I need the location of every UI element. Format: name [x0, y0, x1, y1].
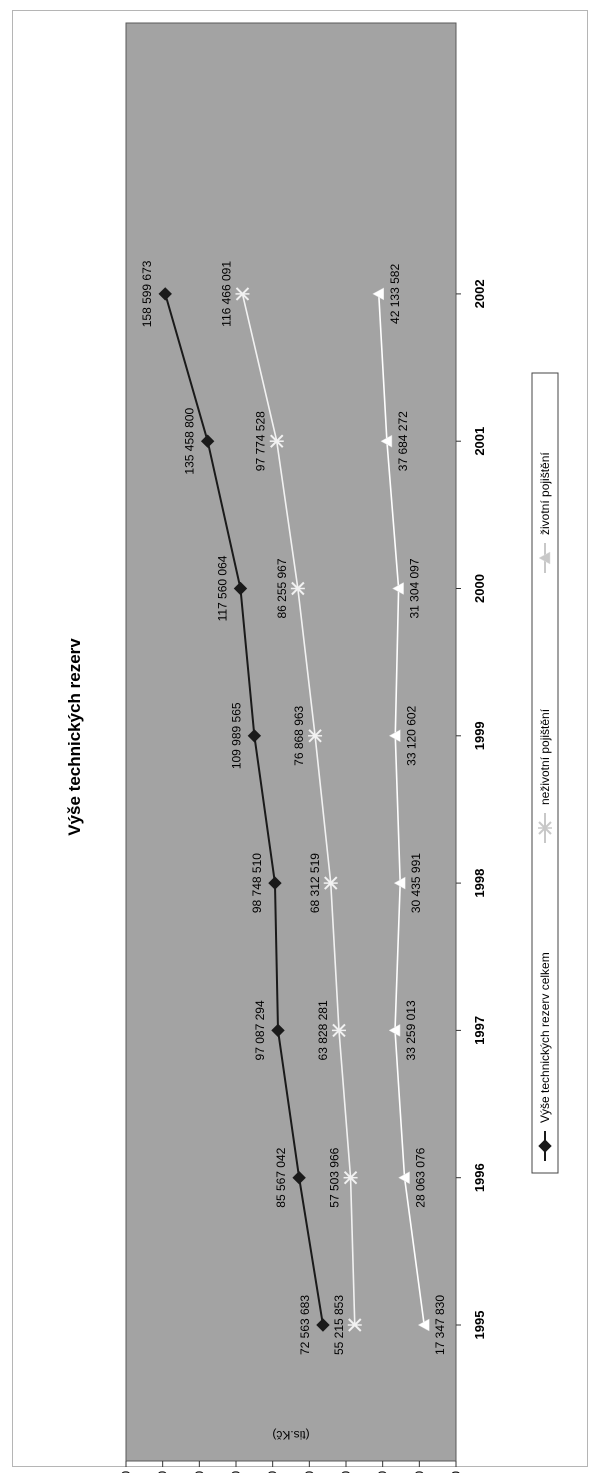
- series-line: [377, 293, 425, 1326]
- data-point: [398, 1171, 410, 1185]
- data-label: 85 567 042: [274, 1147, 288, 1207]
- y-tick-label: 100 000 000: [266, 1471, 280, 1473]
- data-label: 28 063 076: [414, 1147, 428, 1207]
- y-tick-label: 60 000 000: [339, 1471, 353, 1473]
- data-point: [268, 876, 282, 890]
- data-label: 37 684 272: [396, 411, 410, 471]
- y-tick-label: 80 000 000: [302, 1471, 316, 1473]
- data-point: [247, 729, 262, 743]
- y-tick-label: 120 000 000: [229, 1471, 243, 1473]
- data-point: [316, 1318, 330, 1332]
- series-2: 55 215 853 57 503 966 63 828 281 68 312 519…: [219, 261, 362, 1355]
- x-tick-label: 2000: [472, 574, 487, 603]
- series-3: 17 347 830 28 063 076 33 259 013 30 435 991…: [372, 264, 447, 1355]
- data-label: 76 868 963: [292, 705, 306, 765]
- legend: Výše technických rezerv celkem neživotní …: [531, 372, 559, 1174]
- data-label: 31 304 097: [408, 558, 422, 618]
- legend-label: neživotní pojištění: [538, 708, 552, 805]
- data-point: [380, 434, 393, 448]
- data-point: [393, 876, 406, 890]
- data-point: [343, 1170, 358, 1185]
- x-axis-ticks: 1995 1996 1997 1998 1999 2000 2001 2002: [456, 279, 487, 1339]
- data-point: [392, 582, 404, 595]
- data-point: [388, 1023, 401, 1037]
- rotated-chart-group: Výše technických rezerv (tis.Kč) 0 20 000…: [65, 22, 559, 1473]
- data-point: [292, 1170, 306, 1185]
- x-tick-label: 2001: [472, 427, 487, 456]
- data-point: [158, 287, 172, 301]
- y-axis-label: (tis.Kč): [272, 1428, 309, 1442]
- legend-swatch-marker: [538, 551, 551, 565]
- data-point: [308, 729, 323, 743]
- legend-label: životní pojištění: [538, 452, 552, 535]
- data-point: [269, 434, 284, 448]
- data-label: 72 563 683: [298, 1295, 312, 1355]
- data-label: 109 989 565: [229, 702, 243, 769]
- data-point: [233, 581, 248, 596]
- y-tick-label: 0: [449, 1471, 463, 1473]
- data-label: 63 828 281: [316, 1000, 330, 1060]
- legend-swatch-marker: [538, 821, 552, 835]
- data-label: 42 133 582: [388, 264, 402, 324]
- data-point: [271, 1023, 285, 1038]
- data-label: 158 599 673: [140, 260, 154, 327]
- data-point: [372, 287, 385, 301]
- series-line: [241, 293, 356, 1326]
- data-label: 97 774 528: [254, 411, 268, 471]
- data-point: [323, 876, 338, 890]
- series-line: [164, 293, 324, 1326]
- data-point: [388, 729, 401, 743]
- data-label: 30 435 991: [409, 853, 423, 913]
- data-label: 55 215 853: [332, 1295, 346, 1355]
- data-label: 33 120 602: [404, 705, 418, 765]
- x-tick-label: 1998: [472, 869, 487, 898]
- data-point: [200, 434, 215, 448]
- data-label: 57 503 966: [328, 1147, 342, 1207]
- data-label: 33 259 013: [404, 1000, 418, 1060]
- x-tick-label: 1997: [472, 1016, 487, 1045]
- data-point: [290, 581, 305, 596]
- data-point: [347, 1318, 362, 1332]
- y-tick-label: 40 000 000: [376, 1471, 390, 1473]
- chart-title: Výše technických rezerv: [65, 638, 84, 836]
- x-tick-label: 1999: [472, 721, 487, 750]
- y-tick-label: 180 000 000: [119, 1471, 133, 1473]
- data-label: 98 748 510: [250, 853, 264, 913]
- y-tick-label: 20 000 000: [412, 1471, 426, 1473]
- data-point: [331, 1023, 346, 1038]
- data-label: 68 312 519: [308, 853, 322, 913]
- data-label: 17 347 830: [433, 1295, 447, 1355]
- plot-area: [125, 22, 457, 1462]
- y-axis-ticks: 0 20 000 000 40 000 000 60 000 000 80 000 00…: [119, 1461, 463, 1473]
- series-1: 72 563 683 85 567 042 97 087 294 98 748 510…: [140, 260, 330, 1355]
- legend-label: Výše technických rezerv celkem: [538, 952, 552, 1123]
- series-layer: 72 563 683 85 567 042 97 087 294 98 748 510…: [140, 260, 447, 1355]
- x-tick-label: 1995: [472, 1311, 487, 1340]
- data-label: 97 087 294: [253, 1000, 267, 1060]
- data-label: 135 458 800: [183, 408, 197, 475]
- y-tick-label: 160 000 000: [156, 1471, 170, 1473]
- x-tick-label: 1996: [472, 1163, 487, 1192]
- data-label: 86 255 967: [275, 558, 289, 618]
- legend-box: [531, 372, 559, 1174]
- data-point: [417, 1318, 430, 1332]
- y-tick-label: 140 000 000: [192, 1471, 206, 1473]
- data-label: 116 466 091: [219, 261, 233, 327]
- data-point: [235, 287, 250, 301]
- legend-swatch-marker: [538, 1139, 552, 1153]
- data-label: 117 560 064: [215, 555, 229, 621]
- x-tick-label: 2002: [472, 279, 487, 308]
